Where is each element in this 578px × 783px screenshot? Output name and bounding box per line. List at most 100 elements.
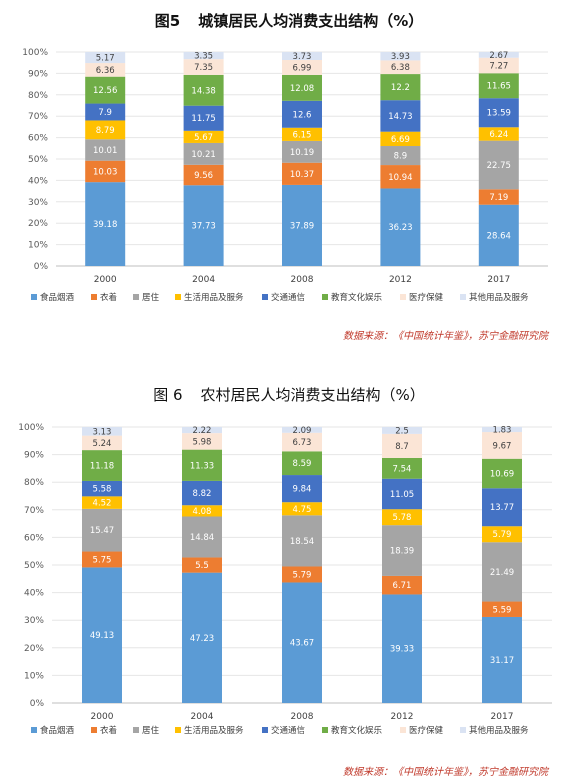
- data-label: 5.5: [195, 561, 209, 571]
- x-tick-label: 2008: [291, 712, 314, 722]
- data-label: 7.9: [98, 108, 112, 118]
- legend-swatch: [91, 294, 97, 300]
- legend-label: 教育文化娱乐: [331, 292, 383, 303]
- data-label: 12.2: [391, 83, 410, 93]
- bar-segment: [282, 184, 322, 266]
- bar-segment: [282, 100, 322, 128]
- data-label: 1.83: [493, 426, 512, 436]
- data-label: 12.6: [293, 110, 312, 120]
- legend: 食品烟酒 衣着 居住 生活用品及服务 交通通信 教育文化娱乐 医疗保健 其他用品及服务: [31, 292, 529, 303]
- bar-segment: [282, 515, 322, 567]
- data-label: 7.54: [393, 464, 412, 474]
- legend-label: 医疗保健: [409, 725, 444, 736]
- legend-swatch: [322, 727, 328, 733]
- data-label: 7.19: [489, 193, 508, 203]
- bar-segment: [85, 182, 126, 266]
- data-label: 5.58: [93, 485, 112, 495]
- y-tick-label: 80%: [28, 91, 48, 101]
- data-label: 37.73: [191, 222, 215, 232]
- x-tick-label: 2012: [389, 275, 412, 285]
- bar-segment: [380, 74, 421, 101]
- y-tick-label: 50%: [28, 155, 48, 165]
- data-label: 39.18: [93, 220, 117, 230]
- bar-segment: [380, 188, 421, 266]
- data-label: 49.13: [90, 631, 114, 641]
- data-label: 9.84: [293, 485, 312, 495]
- bar-segment: [382, 457, 422, 479]
- data-label: 6.71: [393, 581, 412, 591]
- chart-title-text: 农村居民人均消费支出结构（%）: [200, 386, 425, 404]
- data-label: 2.5: [395, 426, 409, 436]
- legend-swatch: [400, 294, 406, 300]
- legend-label: 居住: [142, 292, 160, 303]
- legend-label: 教育文化娱乐: [331, 725, 383, 736]
- bar-segment: [482, 432, 522, 459]
- bar-segment: [380, 146, 421, 166]
- y-tick-label: 0%: [30, 699, 45, 709]
- legend-swatch: [175, 294, 181, 300]
- data-label: 43.67: [290, 639, 314, 649]
- data-label: 7.35: [194, 63, 213, 73]
- bar-segment: [482, 542, 522, 602]
- data-label: 5.24: [93, 439, 112, 449]
- bar-segment: [482, 488, 522, 527]
- data-label: 18.39: [390, 547, 414, 557]
- y-tick-label: 100%: [18, 423, 44, 433]
- legend-swatch: [31, 294, 37, 300]
- bar-segment: [182, 572, 222, 703]
- data-label: 4.75: [293, 505, 312, 515]
- data-label: 6.24: [489, 130, 508, 140]
- bar-segment: [85, 120, 126, 140]
- figure-label: 图 6: [153, 386, 183, 404]
- x-tick-label: 2017: [491, 712, 514, 722]
- bar-segment: [478, 204, 519, 266]
- data-label: 8.82: [193, 489, 212, 499]
- data-label: 8.7: [395, 442, 409, 452]
- bar-segment: [282, 582, 322, 703]
- data-label: 5.59: [493, 605, 512, 615]
- bar-segment: [282, 140, 322, 163]
- legend-swatch: [133, 727, 139, 733]
- bar-segment: [183, 74, 224, 106]
- y-tick-label: 90%: [24, 451, 44, 461]
- bar-segment: [382, 594, 422, 703]
- urban-chart-panel: 图5 城镇居民人均消费支出结构（%） 0% 10% 20% 30% 40% 50% 60% 70…: [0, 0, 578, 355]
- bar-segment: [182, 480, 222, 506]
- y-tick-label: 100%: [22, 48, 48, 58]
- bar-segment: [482, 458, 522, 489]
- legend-swatch: [460, 727, 466, 733]
- legend-label: 生活用品及服务: [184, 292, 244, 303]
- bar-segment: [182, 427, 222, 434]
- legend-label: 食品烟酒: [40, 725, 75, 736]
- bar-segment: [183, 142, 224, 165]
- bar-segment: [478, 98, 519, 128]
- data-label: 3.73: [293, 52, 312, 62]
- legend-swatch: [460, 294, 466, 300]
- bar-segment: [82, 567, 122, 703]
- bar-segment: [183, 164, 224, 186]
- data-label: 37.89: [290, 221, 314, 231]
- bar-segment: [282, 59, 322, 75]
- data-label: 18.54: [290, 537, 314, 547]
- y-tick-label: 60%: [28, 134, 48, 144]
- data-label: 5.79: [293, 570, 312, 580]
- data-label: 2.22: [193, 426, 212, 436]
- data-label: 4.08: [193, 507, 212, 517]
- y-tick-label: 0%: [34, 262, 49, 272]
- data-label: 5.79: [493, 530, 512, 540]
- bar-segment: [183, 105, 224, 131]
- bar-segment: [482, 427, 522, 433]
- data-label: 6.15: [293, 130, 312, 140]
- data-label: 5.78: [393, 513, 412, 523]
- data-source-note: 数据来源：《中国统计年鉴》，苏宁金融研究院: [343, 331, 548, 342]
- legend-swatch: [31, 727, 37, 733]
- bar-segment: [82, 435, 122, 451]
- bar-segment: [282, 451, 322, 476]
- data-label: 36.23: [388, 223, 412, 233]
- x-tick-label: 2000: [91, 712, 114, 722]
- bar-segment: [282, 127, 322, 141]
- data-label: 10.03: [93, 167, 117, 177]
- legend-swatch: [400, 727, 406, 733]
- y-tick-label: 40%: [24, 589, 44, 599]
- legend-label: 衣着: [100, 725, 117, 736]
